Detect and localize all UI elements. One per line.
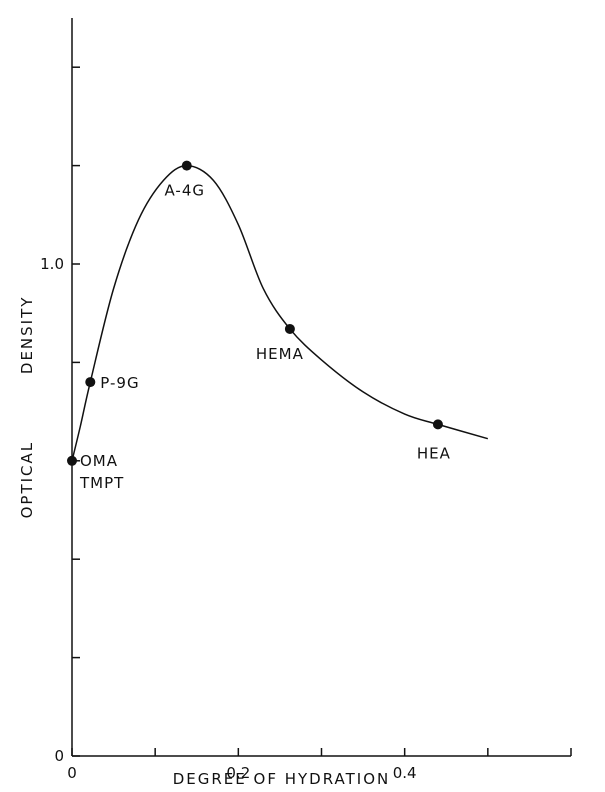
point-labels: OMA TMPT P-9G A-4G HEMA HEA — [79, 182, 451, 492]
data-point-a-4g — [181, 160, 192, 171]
data-point-p-9g — [85, 377, 96, 388]
x-tick-label-1: 0.2 — [226, 764, 250, 782]
tick-labels: 0 0.2 0.4 0 1.0 — [40, 255, 416, 782]
point-label-tmpt: TMPT — [79, 474, 124, 492]
data-point-hema — [284, 323, 295, 334]
point-label-hea: HEA — [417, 444, 451, 462]
y-axis-label: OPTICAL DENSITY — [18, 296, 36, 519]
data-points — [67, 160, 443, 466]
point-label-p-9g: P-9G — [100, 374, 139, 392]
y-tick-label-1: 1.0 — [40, 255, 64, 273]
ticks — [71, 66, 572, 757]
point-label-a-4g: A-4G — [165, 182, 206, 200]
data-point-oma — [67, 455, 77, 466]
point-label-oma: OMA — [80, 452, 118, 470]
hydration-curve — [71, 164, 489, 461]
y-tick-label-0: 0 — [54, 747, 64, 765]
x-tick-label-0: 0 — [67, 764, 77, 782]
x-axis-label: DEGREE OF HYDRATION — [173, 770, 391, 788]
x-tick-label-2: 0.4 — [393, 764, 417, 782]
point-label-hema: HEMA — [256, 345, 304, 363]
data-point-hea — [432, 419, 443, 430]
axes — [71, 18, 571, 757]
